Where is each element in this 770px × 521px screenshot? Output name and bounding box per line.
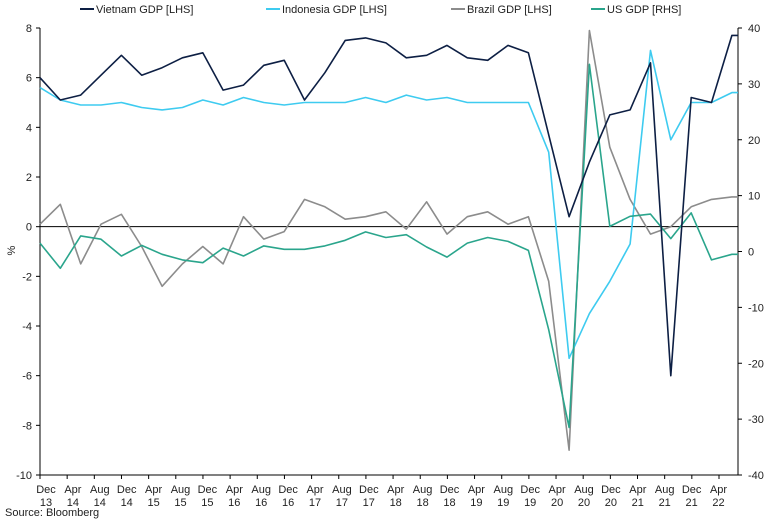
x-tick-label-month: Dec [682, 484, 702, 496]
x-tick-label-year: 16 [282, 497, 294, 509]
legend-label: Brazil GDP [LHS] [467, 4, 552, 16]
x-tick-label-month: Aug [494, 484, 514, 496]
right-tick-label: 40 [748, 23, 760, 35]
x-tick-label-year: 21 [632, 497, 644, 509]
x-tick-label-month: Aug [332, 484, 352, 496]
left-tick-label: -4 [22, 321, 32, 333]
x-tick-label-year: 14 [121, 497, 133, 509]
x-tick-label-year: 21 [685, 497, 697, 509]
x-tick-label-year: 19 [497, 497, 509, 509]
x-tick-label-month: Aug [251, 484, 271, 496]
x-tick-label-year: 14 [94, 497, 106, 509]
x-tick-label-month: Dec [36, 484, 56, 496]
x-tick-label-year: 19 [470, 497, 482, 509]
series-lines [39, 29, 738, 451]
x-tick-label-year: 20 [551, 497, 563, 509]
x-tick-label-month: Apr [468, 484, 485, 496]
right-tick-label: -30 [748, 414, 764, 426]
legend-label: Vietnam GDP [LHS] [96, 4, 193, 16]
left-y-axis: 8 6 4 2 0 -2 -4 -6 -8 -10 [16, 23, 40, 482]
x-tick-label-year: 15 [147, 497, 159, 509]
x-tick-label-year: 13 [40, 497, 52, 509]
x-tick-label-month: Apr [226, 484, 243, 496]
x-tick-label-month: Aug [574, 484, 594, 496]
right-tick-label: 30 [748, 79, 760, 91]
left-tick-label: 0 [26, 222, 32, 234]
x-tick-label-year: 18 [390, 497, 402, 509]
left-tick-label: -6 [22, 371, 32, 383]
x-tick-label-year: 21 [659, 497, 671, 509]
x-tick-label-year: 17 [309, 497, 321, 509]
series-line-vietnam [39, 34, 738, 377]
x-tick-label-month: Apr [64, 484, 81, 496]
right-tick-label: 20 [748, 135, 760, 147]
x-tick-label-month: Dec [359, 484, 379, 496]
left-tick-label: 6 [26, 73, 32, 85]
right-y-axis: 40 30 20 10 0 -10 -20 -30 -40 [738, 23, 764, 482]
x-tick-label-month: Aug [90, 484, 110, 496]
x-tick-label-year: 18 [416, 497, 428, 509]
x-tick-label-month: Aug [171, 484, 191, 496]
left-tick-label: -10 [16, 470, 32, 482]
x-tick-label-year: 15 [174, 497, 186, 509]
x-tick-label-year: 17 [363, 497, 375, 509]
x-tick-label-month: Dec [278, 484, 298, 496]
x-tick-label-month: Apr [629, 484, 646, 496]
legend: Vietnam GDP [LHS] Indonesia GDP [LHS] Braz… [80, 4, 681, 16]
right-tick-label: -20 [748, 358, 764, 370]
x-tick-label-year: 18 [443, 497, 455, 509]
x-tick-label-month: Apr [306, 484, 323, 496]
left-tick-label: -2 [22, 271, 32, 283]
x-tick-label-month: Apr [387, 484, 404, 496]
legend-label: US GDP [RHS] [607, 4, 681, 16]
left-axis-label: % [6, 246, 18, 256]
x-tick-label-year: 14 [67, 497, 79, 509]
x-tick-label-year: 20 [578, 497, 590, 509]
right-tick-label: -40 [748, 470, 764, 482]
left-tick-label: 8 [26, 23, 32, 35]
right-tick-label: -10 [748, 302, 764, 314]
x-axis: Dec13Apr14Aug14Dec14Apr15Aug15Dec15Apr16… [36, 475, 727, 509]
left-tick-label: 2 [26, 172, 32, 184]
x-tick-label-year: 20 [605, 497, 617, 509]
series-line-indonesia [39, 49, 738, 360]
x-tick-label-month: Aug [413, 484, 433, 496]
series-line-brazil [39, 29, 738, 451]
x-tick-label-year: 16 [228, 497, 240, 509]
series-line-us [39, 63, 738, 429]
x-tick-label-month: Dec [520, 484, 540, 496]
x-tick-label-year: 16 [255, 497, 267, 509]
right-tick-label: 10 [748, 191, 760, 203]
left-tick-label: -8 [22, 420, 32, 432]
x-tick-label-month: Apr [145, 484, 162, 496]
x-tick-label-month: Apr [549, 484, 566, 496]
x-tick-label-month: Dec [117, 484, 137, 496]
legend-label: Indonesia GDP [LHS] [282, 4, 387, 16]
left-tick-label: 4 [26, 122, 32, 134]
x-tick-label-year: 19 [524, 497, 536, 509]
right-tick-label: 0 [748, 247, 754, 259]
x-tick-label-month: Aug [655, 484, 675, 496]
x-tick-label-year: 22 [712, 497, 724, 509]
x-tick-label-year: 17 [336, 497, 348, 509]
x-tick-label-year: 15 [201, 497, 213, 509]
x-tick-label-month: Apr [710, 484, 727, 496]
x-tick-label-month: Dec [198, 484, 218, 496]
x-tick-label-month: Dec [601, 484, 621, 496]
x-tick-label-month: Dec [440, 484, 460, 496]
source-note: Source: Bloomberg [5, 507, 100, 519]
